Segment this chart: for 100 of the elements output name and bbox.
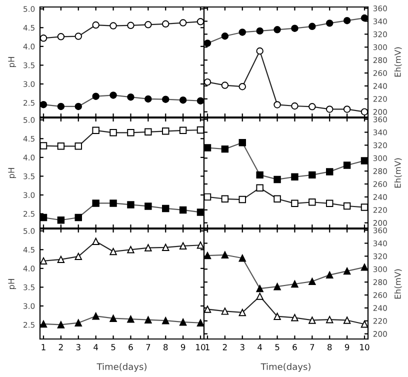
point bbox=[360, 157, 368, 164]
point bbox=[127, 201, 134, 208]
point bbox=[291, 24, 298, 32]
point bbox=[74, 32, 82, 40]
point bbox=[92, 200, 100, 207]
point bbox=[92, 238, 100, 245]
point bbox=[308, 278, 316, 286]
point bbox=[326, 271, 334, 279]
point bbox=[110, 314, 117, 322]
y-axis-title: pH bbox=[8, 168, 16, 178]
x-tick-label: 5 bbox=[111, 344, 116, 350]
point bbox=[57, 102, 65, 110]
point bbox=[326, 20, 334, 27]
point bbox=[40, 142, 48, 150]
x-tick-label: 7 bbox=[146, 344, 150, 350]
point bbox=[308, 171, 316, 179]
point bbox=[162, 20, 170, 28]
point bbox=[127, 93, 134, 101]
point bbox=[144, 95, 152, 103]
point bbox=[326, 316, 334, 324]
point bbox=[74, 142, 82, 150]
point bbox=[274, 101, 281, 108]
point bbox=[196, 208, 204, 216]
point bbox=[196, 97, 204, 104]
point bbox=[238, 308, 246, 316]
point bbox=[343, 162, 351, 169]
point bbox=[127, 129, 134, 136]
point bbox=[74, 319, 82, 326]
point bbox=[274, 26, 281, 34]
point bbox=[144, 244, 152, 252]
point bbox=[221, 82, 229, 89]
x-tick-label: 9 bbox=[344, 344, 350, 350]
point bbox=[110, 129, 117, 136]
point bbox=[127, 246, 134, 254]
y-axis-title: Eh(mV) bbox=[394, 158, 402, 188]
x-tick-label: 7 bbox=[310, 344, 314, 350]
point bbox=[57, 33, 65, 40]
point bbox=[40, 101, 48, 108]
point bbox=[110, 200, 117, 207]
point bbox=[238, 138, 246, 146]
point bbox=[308, 22, 316, 30]
y-axis-title: Eh(mV) bbox=[394, 47, 402, 77]
y-axis-title: Eh(mV) bbox=[394, 269, 402, 299]
point bbox=[144, 202, 152, 210]
point bbox=[343, 106, 351, 113]
point bbox=[274, 312, 281, 320]
point bbox=[179, 96, 187, 104]
point bbox=[196, 18, 204, 26]
point bbox=[57, 216, 65, 224]
point bbox=[162, 204, 170, 212]
x-tick-label: 9 bbox=[180, 344, 186, 350]
point bbox=[40, 34, 48, 42]
x-tick-label: 6 bbox=[292, 344, 297, 350]
point bbox=[162, 128, 170, 135]
point bbox=[291, 173, 298, 180]
point bbox=[238, 82, 246, 90]
x-tick-label: 1 bbox=[206, 344, 210, 350]
x-tick-label: 10 bbox=[360, 344, 370, 350]
point bbox=[256, 27, 264, 35]
point bbox=[308, 198, 316, 206]
point bbox=[110, 248, 117, 256]
x-tick-label: 3 bbox=[76, 344, 80, 350]
x-tick-label: 4 bbox=[94, 344, 98, 350]
point bbox=[110, 92, 117, 99]
point bbox=[274, 282, 281, 290]
point bbox=[92, 21, 100, 29]
point bbox=[238, 28, 246, 36]
point bbox=[74, 214, 82, 222]
point bbox=[144, 128, 152, 136]
point bbox=[326, 106, 334, 113]
point bbox=[179, 206, 187, 214]
point bbox=[221, 251, 229, 258]
point bbox=[274, 176, 281, 184]
x-tick-label: 2 bbox=[222, 344, 227, 350]
x-axis-title: Time(days) bbox=[96, 363, 146, 372]
point bbox=[238, 196, 246, 204]
x-tick-label: 8 bbox=[328, 344, 332, 350]
point bbox=[92, 92, 100, 100]
point bbox=[308, 316, 316, 324]
x-tick-label: 6 bbox=[128, 344, 133, 350]
point bbox=[343, 267, 351, 275]
point bbox=[57, 142, 65, 150]
point bbox=[74, 102, 82, 110]
point bbox=[92, 126, 100, 134]
point bbox=[204, 193, 212, 201]
point bbox=[179, 126, 187, 134]
point bbox=[291, 314, 298, 322]
point bbox=[221, 308, 229, 315]
point bbox=[162, 244, 170, 252]
point bbox=[57, 321, 65, 328]
point bbox=[308, 103, 316, 110]
y-axis-title: pH bbox=[8, 279, 16, 290]
point bbox=[360, 264, 368, 271]
point bbox=[57, 256, 65, 264]
x-tick-label: 5 bbox=[275, 344, 280, 350]
point bbox=[162, 316, 170, 324]
point bbox=[40, 214, 48, 222]
point bbox=[360, 320, 368, 328]
point bbox=[221, 195, 229, 202]
point bbox=[179, 242, 187, 250]
